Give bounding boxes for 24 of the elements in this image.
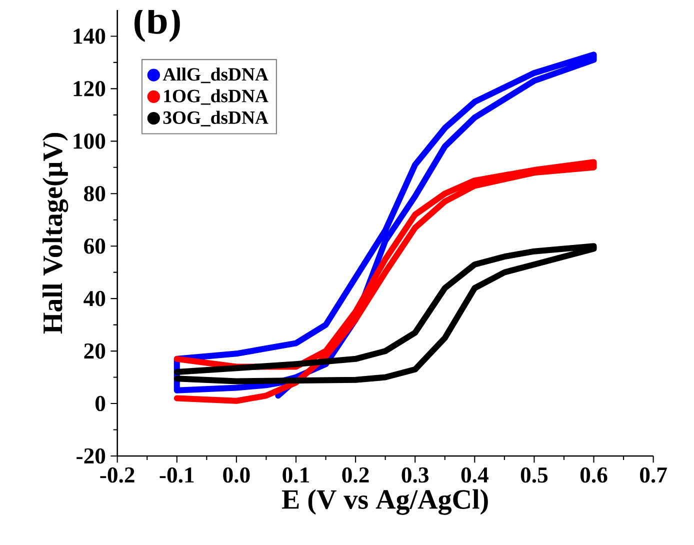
x-tick-label: 0.5 xyxy=(520,467,548,483)
y-tick-label: 80 xyxy=(84,186,106,202)
y-axis-title: Hall Voltage(μV) xyxy=(42,132,68,334)
x-tick-label: 0.1 xyxy=(282,467,309,483)
legend-label: 3OG_dsDNA xyxy=(163,110,268,126)
y-tick-label: 120 xyxy=(74,80,106,96)
x-tick-label: -0.1 xyxy=(160,467,194,483)
y-tick-label: 20 xyxy=(84,343,106,359)
y-tick-label: 140 xyxy=(74,28,106,44)
x-tick-label: 0.0 xyxy=(223,467,250,483)
legend-label: 1OG_dsDNA xyxy=(164,89,268,105)
x-tick-label: 0.4 xyxy=(461,467,488,483)
x-tick-label: 0.3 xyxy=(402,467,428,483)
y-tick-label: -20 xyxy=(76,448,106,464)
legend-label: AllG_dsDNA xyxy=(162,67,268,83)
x-tick-label: 0.6 xyxy=(580,467,608,483)
x-tick-label: 0.2 xyxy=(342,467,369,483)
y-tick-label: 60 xyxy=(84,238,106,254)
x-axis-title: E (V vs Ag/AgCl) xyxy=(282,489,488,515)
y-tick-label: 0 xyxy=(95,396,106,412)
y-tick-label: 100 xyxy=(74,133,106,149)
y-tick-label: 40 xyxy=(84,290,106,306)
x-tick-label: 0.7 xyxy=(640,467,667,483)
x-tick-label: -0.2 xyxy=(100,467,134,483)
